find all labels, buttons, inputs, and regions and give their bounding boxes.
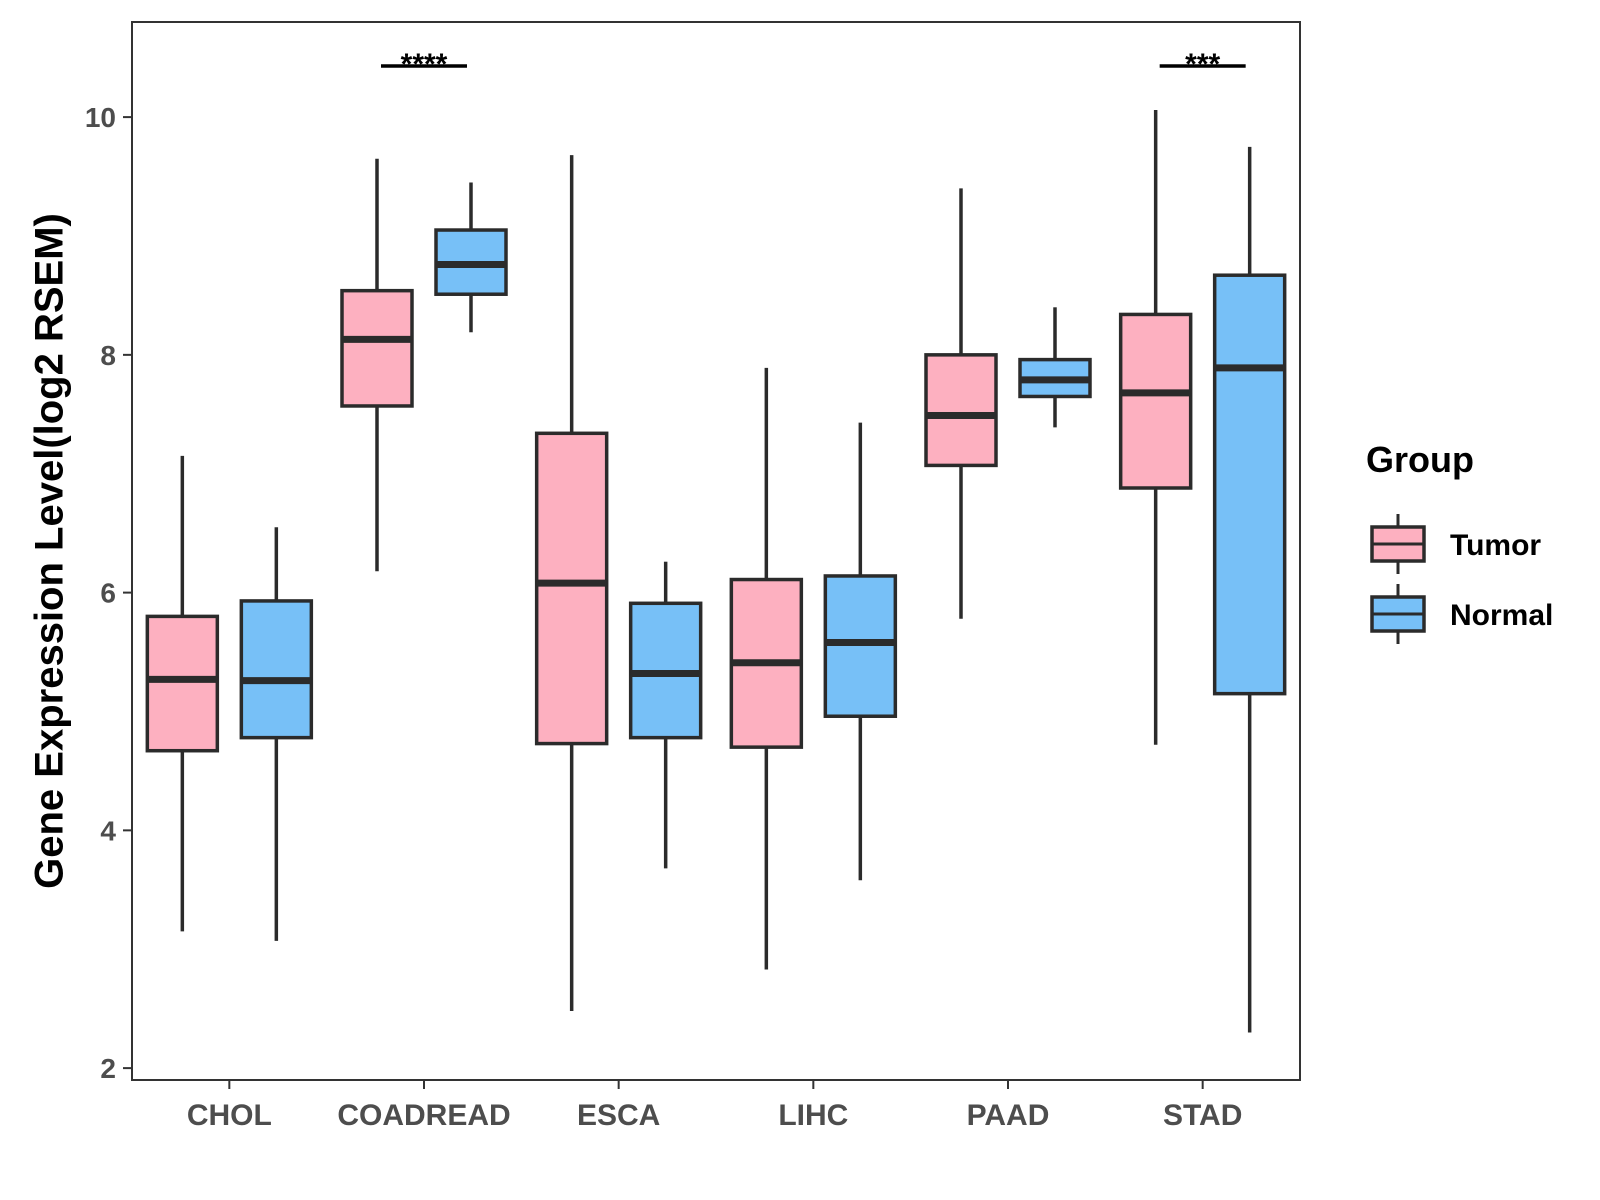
x-tick-label-stad: STAD xyxy=(1163,1099,1242,1132)
y-tick-label: 8 xyxy=(100,340,116,371)
significance-label: *** xyxy=(1185,48,1220,81)
iqr-box-normal-lihc xyxy=(823,574,898,718)
legend-label: Tumor xyxy=(1450,529,1541,562)
iqr-box-tumor-coadread xyxy=(340,288,414,408)
box-normal-chol xyxy=(239,527,314,941)
box-normal-stad xyxy=(1212,146,1287,1033)
legend: Group Tumor Normal xyxy=(1366,439,1553,644)
iqr-box-tumor-chol xyxy=(145,614,220,753)
box-normal-lihc xyxy=(823,422,898,881)
y-tick-label: 10 xyxy=(85,102,116,133)
significance-label: **** xyxy=(401,48,448,81)
x-tick-label-chol: CHOL xyxy=(187,1099,272,1132)
y-axis-title: Gene Expression Level(log2 RSEM) xyxy=(28,213,72,889)
box-tumor-coadread xyxy=(340,158,414,572)
y-tick-label: 4 xyxy=(100,815,116,846)
significance-annotations: **** *** xyxy=(381,48,1246,81)
x-tick-label-lihc: LIHC xyxy=(778,1099,848,1132)
box-tumor-lihc xyxy=(729,367,804,970)
box-normal-paad xyxy=(1018,307,1092,428)
iqr-box-tumor-stad xyxy=(1118,312,1193,490)
y-axis: 2 4 6 8 10 xyxy=(85,102,132,1084)
significance-stad: *** xyxy=(1159,48,1246,81)
x-tick-label-paad: PAAD xyxy=(967,1099,1050,1132)
plot-panel xyxy=(131,21,1301,1081)
iqr-box-tumor-esca xyxy=(534,431,609,746)
y-tick-label: 6 xyxy=(100,578,116,609)
legend-item-normal: Normal xyxy=(1370,584,1553,644)
box-normal-coadread xyxy=(434,182,508,333)
x-axis: CHOL COADREAD ESCA LIHC PAAD STAD xyxy=(187,1080,1242,1132)
legend-title: Group xyxy=(1366,439,1474,480)
legend-label: Normal xyxy=(1450,599,1553,632)
axes: 2 4 6 8 10 CHOL COADREAD ESCA LIHC PAAD STAD xyxy=(85,102,1243,1132)
box-normal-esca xyxy=(628,561,703,869)
box-tumor-esca xyxy=(534,155,609,1012)
y-tick-label: 2 xyxy=(100,1053,116,1084)
box-tumor-paad xyxy=(924,188,998,619)
box-tumor-chol xyxy=(145,455,220,932)
series-normal xyxy=(239,146,1287,1033)
x-tick-label-esca: ESCA xyxy=(577,1099,660,1132)
x-tick-label-coadread: COADREAD xyxy=(337,1099,510,1132)
legend-item-tumor: Tumor xyxy=(1370,514,1541,574)
box-tumor-stad xyxy=(1118,109,1193,745)
series-tumor xyxy=(145,109,1193,1012)
significance-coadread: **** xyxy=(381,48,467,81)
iqr-box-normal-chol xyxy=(239,599,314,740)
iqr-box-normal-stad xyxy=(1212,273,1287,696)
iqr-box-tumor-paad xyxy=(924,353,998,468)
box-series xyxy=(145,109,1287,1033)
panel-border xyxy=(131,21,1301,1081)
